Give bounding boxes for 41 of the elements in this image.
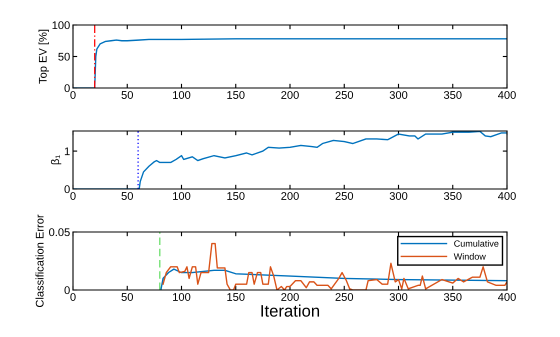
x-tick-label: 300 — [390, 293, 408, 301]
x-tick-label: 0 — [70, 293, 76, 301]
x-tick-label: 50 — [122, 91, 133, 99]
x-tick-label: 100 — [173, 293, 190, 301]
y-tick-label: 100 — [52, 21, 70, 30]
y-tick-label: 0.05 — [49, 228, 70, 236]
y-tick-label: 0 — [64, 185, 70, 194]
y-tick-label: 50 — [58, 52, 70, 61]
legend-label: Cumulative — [454, 240, 498, 247]
x-tick-label: 400 — [498, 91, 516, 99]
y-tick-label: 0 — [64, 286, 70, 294]
legend-label: Window — [454, 253, 486, 260]
x-tick-label: 400 — [498, 192, 516, 200]
x-tick-label: 250 — [336, 192, 354, 200]
x-tick-label: 150 — [227, 91, 245, 99]
x-tick-label: 350 — [444, 91, 462, 99]
y-tick-label: 1 — [64, 147, 70, 156]
y-axis-title: Classification Error — [35, 214, 44, 308]
x-tick-label: 0 — [70, 91, 76, 99]
x-tick-label: 0 — [70, 192, 76, 200]
x-tick-label: 100 — [173, 192, 190, 200]
x-tick-label: 200 — [281, 192, 299, 200]
y-axis-title: Top EV [%] — [38, 30, 49, 84]
x-tick-label: 400 — [498, 293, 516, 301]
x-tick-label: 350 — [444, 293, 462, 301]
x-tick-label: 150 — [227, 192, 245, 200]
x-tick-label: 300 — [390, 192, 408, 200]
x-tick-label: 300 — [390, 91, 408, 99]
x-tick-label: 50 — [122, 192, 133, 200]
x-tick-label: 100 — [173, 91, 190, 99]
x-tick-label: 350 — [444, 192, 462, 200]
x-tick-label: 200 — [281, 293, 299, 301]
y-tick-label: 0 — [64, 84, 70, 92]
x-tick-label: 250 — [336, 91, 354, 99]
x-tick-label: 50 — [122, 293, 133, 301]
x-tick-label: 200 — [281, 91, 299, 99]
x-tick-label: 250 — [336, 293, 354, 301]
line-series — [160, 268, 507, 290]
x-axis-title: Iteration — [261, 304, 320, 317]
x-tick-label: 150 — [227, 293, 245, 301]
y-axis-title: β₁ — [50, 155, 62, 164]
